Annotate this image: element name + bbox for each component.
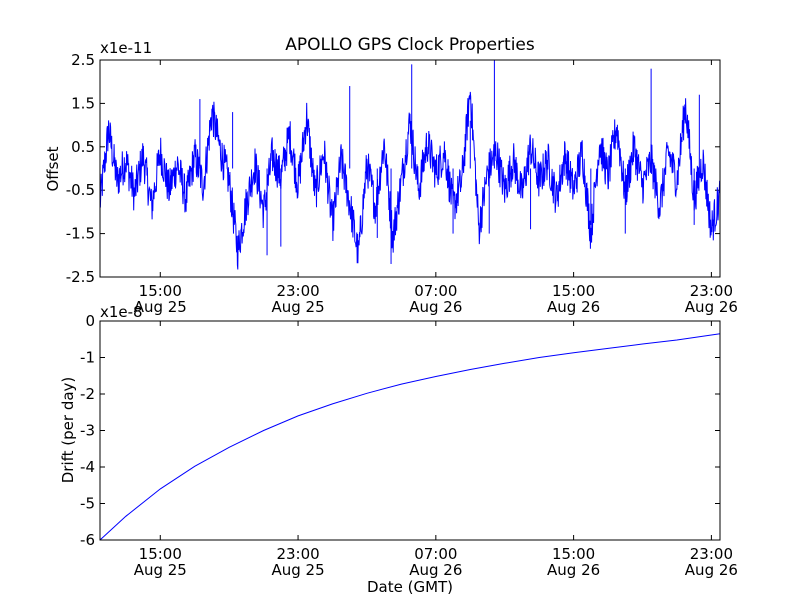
drift-xtick-date-label: Aug 26 <box>547 561 600 579</box>
offset-axes-frame <box>99 59 721 278</box>
drift-xtick-time-label: 15:00 <box>552 545 595 563</box>
drift-panel: x1e-8 Drift (per day) 0 -1 -2 -3 -4 -5 -6 15:00… <box>59 303 738 596</box>
drift-ytick-label: -5 <box>80 495 95 513</box>
drift-series-line <box>99 333 721 541</box>
drift-ylabel: Drift (per day) <box>59 377 77 484</box>
offset-xtick-date-label: Aug 26 <box>409 298 462 316</box>
offset-xtick-time-label: 07:00 <box>414 282 457 300</box>
drift-xlabel: Date (GMT) <box>367 578 453 596</box>
drift-ytick-label: -4 <box>80 458 95 476</box>
drift-multiplier-label: x1e-8 <box>100 303 143 321</box>
offset-ytick-label: 1.5 <box>71 94 95 112</box>
drift-series <box>99 333 721 541</box>
offset-ylabel: Offset <box>44 146 62 191</box>
drift-ytick-label: -1 <box>80 349 95 367</box>
offset-panel: x1e-11 Offset 2.5 1.5 0.5 -0.5 -1.5 -2.5 15:00… <box>44 39 738 316</box>
offset-series <box>99 60 721 270</box>
offset-multiplier-label: x1e-11 <box>100 39 152 57</box>
drift-xtick-time-label: 07:00 <box>414 545 457 563</box>
offset-ytick-label: -2.5 <box>66 268 95 286</box>
offset-ytick-label: -0.5 <box>66 181 95 199</box>
offset-xtick-time-label: 23:00 <box>276 282 319 300</box>
offset-xtick-time-label: 15:00 <box>552 282 595 300</box>
drift-ytick-label: -6 <box>80 531 95 549</box>
drift-xtick-date-label: Aug 26 <box>409 561 462 579</box>
drift-xtick-time-label: 23:00 <box>690 545 733 563</box>
drift-xtick-date-label: Aug 26 <box>685 561 738 579</box>
drift-xtick-time-label: 23:00 <box>276 545 319 563</box>
drift-xtick-time-label: 15:00 <box>139 545 182 563</box>
chart-title: APOLLO GPS Clock Properties <box>285 35 535 55</box>
drift-xtick-date-label: Aug 25 <box>134 561 187 579</box>
drift-xtick-date-label: Aug 25 <box>271 561 324 579</box>
offset-xtick-date-label: Aug 26 <box>685 298 738 316</box>
drift-ytick-label: 0 <box>85 312 95 330</box>
offset-xtick-date-label: Aug 25 <box>134 298 187 316</box>
offset-xtick-date-label: Aug 26 <box>547 298 600 316</box>
offset-ytick-label: 2.5 <box>71 51 95 69</box>
offset-series-line <box>99 91 721 270</box>
drift-ytick-label: -2 <box>80 385 95 403</box>
offset-xtick-time-label: 15:00 <box>139 282 182 300</box>
offset-ytick-label: 0.5 <box>71 138 95 156</box>
drift-ytick-label: -3 <box>80 422 95 440</box>
offset-xtick-date-label: Aug 25 <box>271 298 324 316</box>
offset-ytick-label: -1.5 <box>66 225 95 243</box>
offset-xtick-time-label: 23:00 <box>690 282 733 300</box>
drift-axes-frame <box>99 320 721 541</box>
